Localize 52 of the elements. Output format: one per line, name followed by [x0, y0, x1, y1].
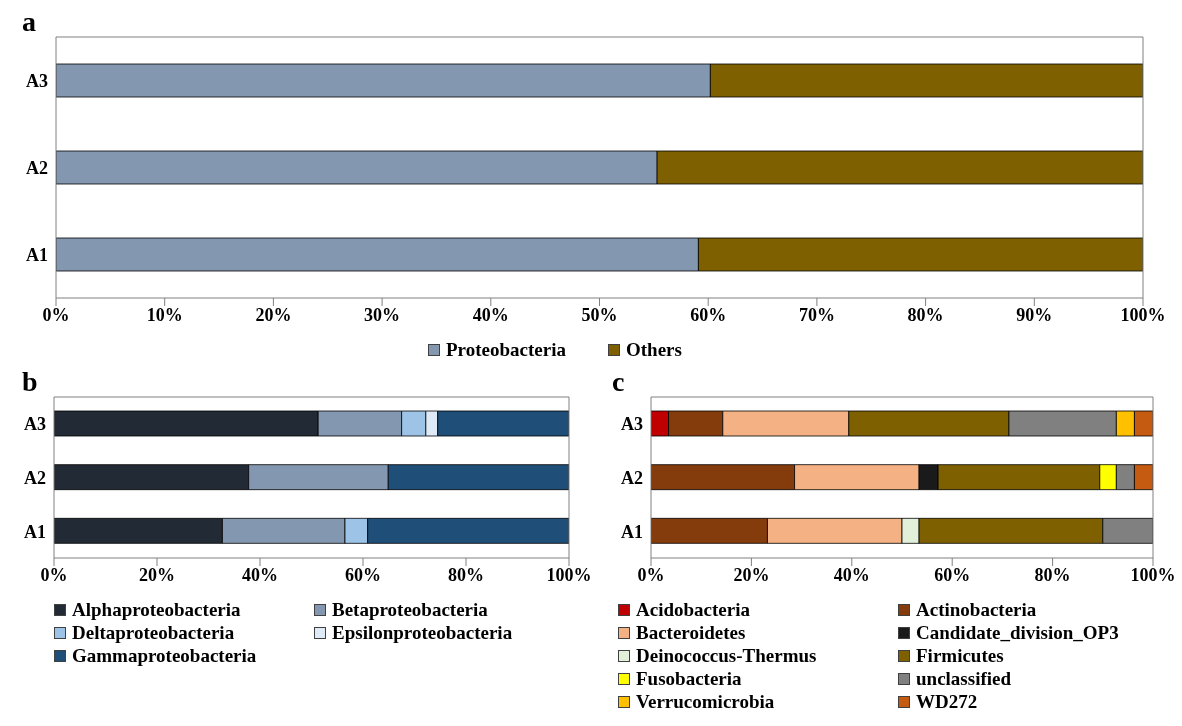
- y-tick-label: A3: [24, 414, 46, 435]
- y-tick-label: A3: [621, 414, 643, 435]
- x-tick-label: 40%: [472, 304, 509, 325]
- legend-label: Betaproteobacteria: [332, 598, 488, 621]
- legend-label: Candidate_division_OP3: [916, 621, 1119, 644]
- x-tick-label: 0%: [40, 564, 68, 585]
- x-tick-label: 0%: [42, 304, 70, 325]
- legend-label: Others: [626, 338, 682, 361]
- x-tick-label: 80%: [448, 564, 484, 585]
- x-tick-label: 100%: [1130, 564, 1176, 585]
- legend-label: Deltaproteobacteria: [72, 621, 235, 644]
- legend-label: Acidobacteria: [636, 598, 750, 621]
- y-tick-label: A2: [24, 467, 46, 488]
- x-tick-label: 100%: [546, 564, 592, 585]
- x-tick-label: 0%: [637, 564, 665, 585]
- x-tick-label: 90%: [1016, 304, 1053, 325]
- legend-label: WD272: [916, 690, 978, 713]
- x-tick-label: 20%: [139, 564, 175, 585]
- x-tick-label: 80%: [907, 304, 944, 325]
- x-tick-label: 50%: [581, 304, 618, 325]
- legend-label: unclassified: [916, 667, 1012, 690]
- legend-label: Actinobacteria: [916, 598, 1037, 621]
- legend-label: Deinococcus-Thermus: [636, 644, 817, 667]
- legend-label: Proteobacteria: [446, 338, 566, 361]
- chart-title: a: [22, 6, 36, 38]
- x-tick-label: 10%: [146, 304, 183, 325]
- legend-label: Alphaproteobacteria: [72, 598, 241, 621]
- y-tick-label: A1: [26, 244, 48, 265]
- chart-title: b: [22, 366, 38, 398]
- legend-label: Gammaproteobacteria: [72, 644, 257, 667]
- x-tick-label: 40%: [833, 564, 870, 585]
- x-tick-label: 60%: [934, 564, 971, 585]
- x-tick-label: 80%: [1034, 564, 1071, 585]
- chart-title: c: [612, 366, 625, 398]
- y-tick-label: A3: [26, 70, 48, 91]
- x-tick-label: 70%: [798, 304, 835, 325]
- x-tick-label: 30%: [364, 304, 401, 325]
- x-tick-label: 20%: [733, 564, 770, 585]
- legend-label: Bacteroidetes: [636, 621, 746, 644]
- legend-label: Verrucomicrobia: [636, 690, 775, 713]
- y-tick-label: A2: [26, 157, 48, 178]
- y-tick-label: A1: [621, 521, 643, 542]
- x-tick-label: 40%: [242, 564, 278, 585]
- x-tick-label: 20%: [255, 304, 292, 325]
- x-tick-label: 60%: [690, 304, 727, 325]
- y-tick-label: A2: [621, 467, 643, 488]
- legend-label: Epsilonproteobacteria: [332, 621, 513, 644]
- x-tick-label: 60%: [345, 564, 381, 585]
- legend-label: Fusobacteria: [636, 667, 742, 690]
- x-tick-label: 100%: [1120, 304, 1166, 325]
- legend-label: Firmicutes: [916, 644, 1004, 667]
- y-tick-label: A1: [24, 521, 46, 542]
